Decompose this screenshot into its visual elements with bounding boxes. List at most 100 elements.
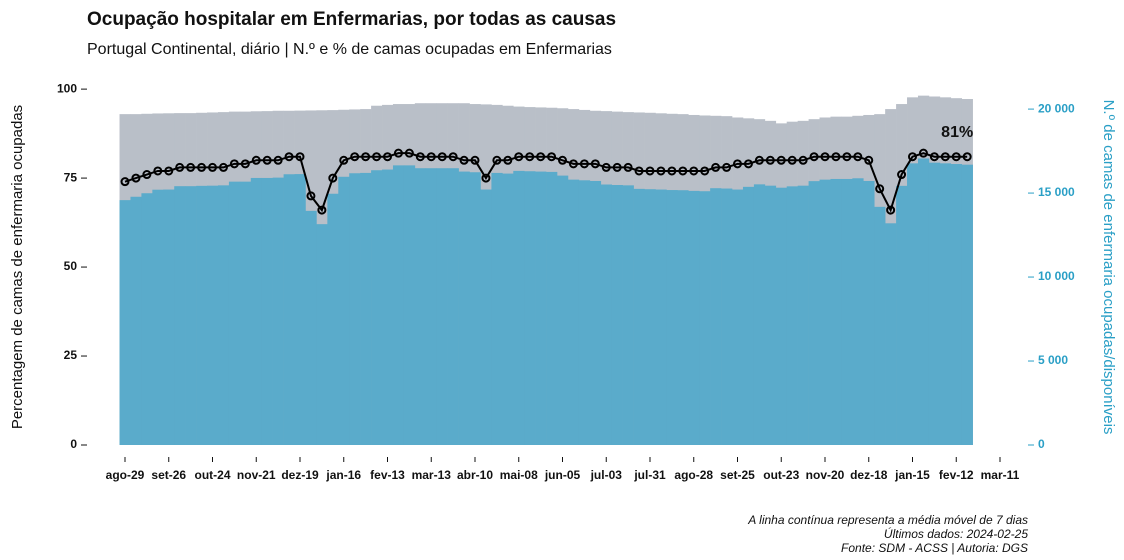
bar: [633, 188, 645, 445]
bar: [797, 185, 809, 446]
x-tick-label: ago-29: [106, 468, 145, 482]
bar: [239, 181, 252, 445]
point: [722, 162, 732, 172]
y2-tick-label: 5 000: [1038, 353, 1068, 367]
bar: [185, 186, 197, 445]
bar: [764, 185, 777, 446]
point: [448, 152, 458, 162]
bar: [119, 200, 131, 445]
y-tick-label: 75: [64, 170, 78, 184]
bar: [874, 206, 886, 445]
bar: [578, 180, 591, 445]
point: [689, 166, 699, 176]
note: Últimos dados: 2024-02-25: [884, 526, 1028, 541]
point: [218, 162, 228, 172]
y2-tick-label: 10 000: [1038, 269, 1075, 283]
bar: [885, 223, 897, 445]
bar: [819, 179, 831, 445]
point: [306, 191, 316, 201]
x-tick-label: abr-10: [457, 468, 493, 482]
bar: [557, 175, 569, 446]
bar: [349, 173, 361, 445]
point: [404, 148, 414, 158]
bar: [316, 224, 328, 445]
x-tick-label: dez-18: [850, 468, 888, 482]
bar: [327, 193, 339, 445]
x-tick-label: set-26: [151, 468, 186, 482]
bar: [863, 180, 875, 445]
point: [886, 205, 896, 215]
point: [186, 162, 196, 172]
point: [678, 166, 688, 176]
point: [164, 166, 174, 176]
point: [383, 152, 392, 162]
bar: [141, 193, 153, 445]
point: [426, 152, 436, 162]
bar: [567, 179, 580, 445]
point: [393, 148, 403, 158]
point: [350, 152, 360, 162]
bar: [655, 189, 667, 445]
note: Fonte: SDM - ACSS | Autoria: DGS: [841, 541, 1028, 555]
bar: [207, 185, 219, 446]
point: [951, 152, 961, 162]
x-tick-label: mai-08: [500, 468, 538, 482]
y-tick-label: 0: [70, 437, 77, 451]
point: [459, 155, 469, 165]
point: [940, 152, 950, 162]
point: [962, 152, 972, 162]
y2-tick-label: 20 000: [1038, 101, 1075, 115]
bar: [622, 185, 634, 445]
x-tick-label: jan-16: [325, 468, 361, 482]
bar: [217, 185, 230, 445]
point: [503, 155, 513, 165]
bar: [502, 173, 514, 445]
bar: [524, 171, 536, 446]
bar: [677, 190, 689, 445]
bar: [338, 176, 350, 445]
point: [273, 155, 283, 165]
x-tick-label: ago-28: [674, 468, 713, 482]
y-tick-label: 100: [57, 81, 77, 95]
bar: [600, 184, 613, 445]
bar: [732, 189, 744, 445]
point: [809, 152, 819, 162]
bar: [469, 172, 481, 445]
bar: [447, 168, 459, 445]
point: [612, 162, 622, 172]
x-tick-label: nov-20: [806, 468, 845, 482]
bar: [688, 190, 700, 445]
bar: [272, 177, 284, 445]
bar: [228, 181, 241, 445]
point: [328, 173, 338, 183]
bar: [939, 163, 952, 446]
point: [481, 173, 491, 183]
point: [284, 152, 294, 162]
bar: [742, 186, 755, 445]
point: [547, 152, 557, 162]
bar: [775, 187, 788, 445]
point: [645, 166, 655, 176]
point: [667, 166, 677, 176]
bar: [535, 171, 547, 445]
y-axis-title: Percentagem de camas de enfermaria ocupa…: [9, 105, 26, 429]
point: [733, 159, 742, 169]
chart-title: Ocupação hospitalar em Enfermarias, por …: [87, 9, 616, 30]
x-tick-label: jul-03: [590, 468, 623, 482]
point: [798, 155, 808, 165]
x-tick-label: jun-05: [544, 468, 581, 482]
bar: [699, 191, 711, 445]
bar: [360, 172, 372, 445]
point: [875, 184, 885, 194]
bar: [513, 170, 525, 445]
bar: [753, 184, 766, 445]
bar: [721, 188, 733, 446]
point: [372, 152, 382, 162]
point: [536, 152, 546, 162]
bar: [589, 180, 602, 445]
bar: [382, 169, 394, 445]
line: [124, 152, 968, 213]
point: [579, 159, 589, 169]
bar: [305, 210, 317, 445]
